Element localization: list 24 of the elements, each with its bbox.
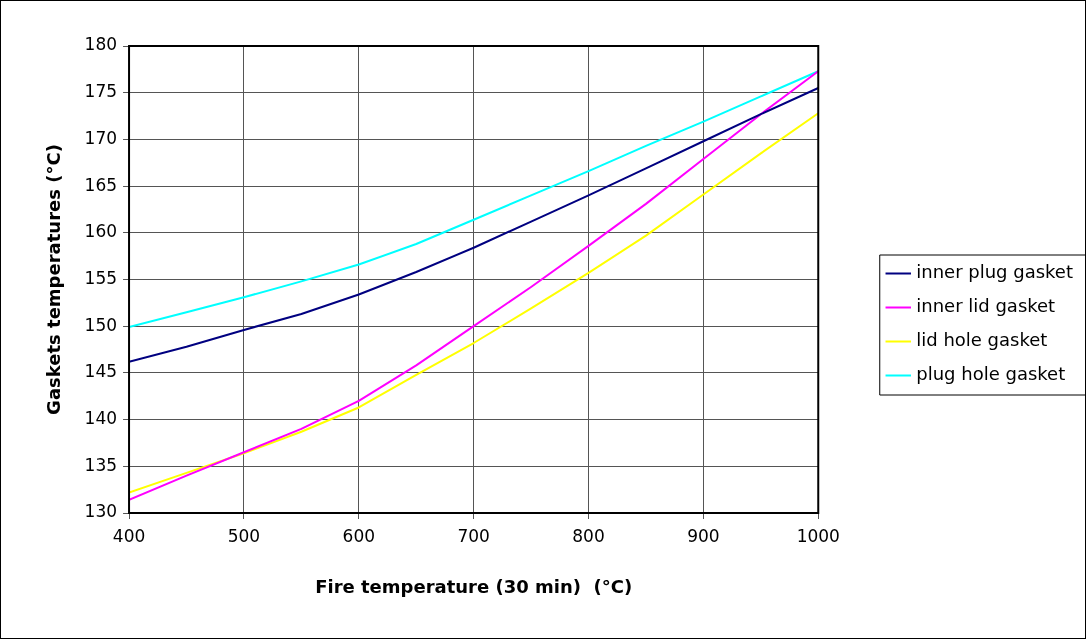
y-tick-label: 180 — [84, 34, 118, 55]
x-tick-label: 500 — [227, 525, 261, 546]
y-tick-label: 135 — [84, 454, 118, 475]
y-tick-label: 170 — [84, 127, 118, 148]
y-tick-label: 155 — [84, 267, 118, 288]
x-tick-label: 400 — [112, 525, 146, 546]
y-tick-label: 130 — [84, 501, 118, 522]
x-axis-title: Fire temperature (30 min) (°C) — [315, 575, 633, 597]
x-tick-label: 800 — [572, 525, 605, 546]
y-tick-label: 160 — [84, 221, 118, 242]
y-tick-label: 150 — [84, 314, 118, 335]
x-tick-label: 700 — [457, 525, 490, 546]
legend-label: inner lid gasket — [916, 295, 1056, 317]
y-tick-label: 140 — [84, 408, 118, 429]
y-tick-label: 145 — [84, 361, 118, 382]
x-tick-label: 1000 — [796, 525, 840, 546]
y-axis-title: Gaskets temperatures (°C) — [43, 144, 65, 415]
legend-label: plug hole gasket — [916, 363, 1066, 385]
x-tick-label: 900 — [687, 525, 720, 546]
x-tick-label: 600 — [342, 525, 376, 546]
y-tick-label: 175 — [84, 81, 118, 102]
legend-label: inner plug gasket — [916, 261, 1074, 283]
y-tick-label: 165 — [84, 174, 118, 195]
legend-label: lid hole gasket — [916, 329, 1048, 351]
